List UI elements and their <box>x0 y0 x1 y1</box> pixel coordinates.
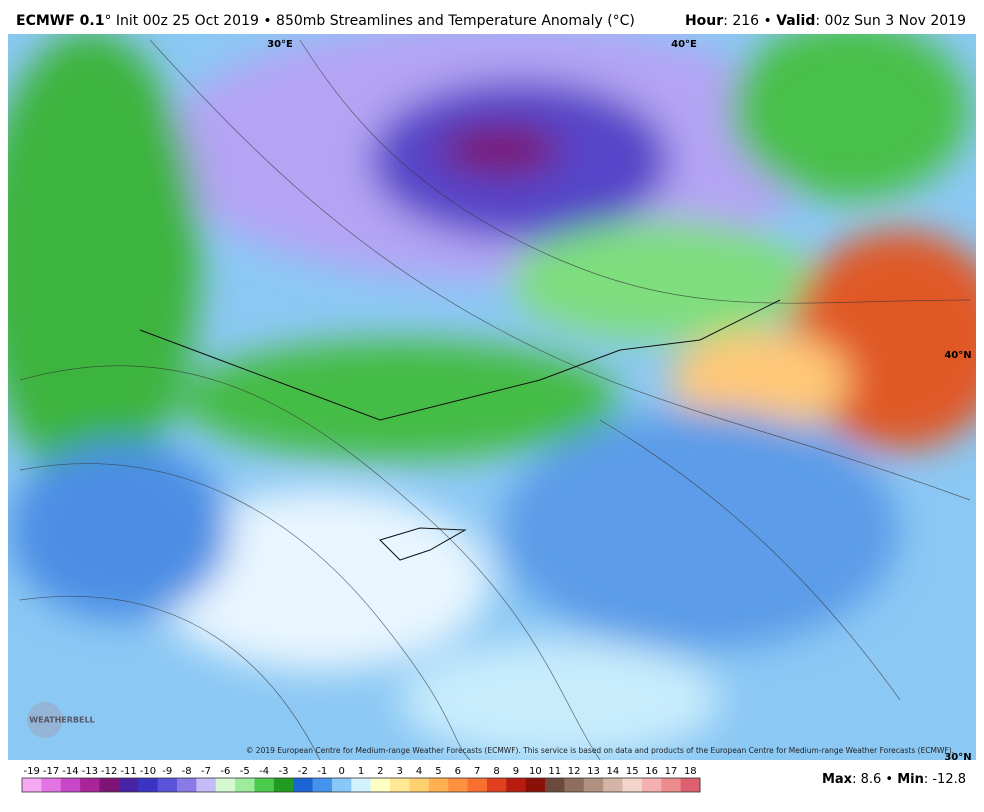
colorbar-label: 10 <box>529 766 542 777</box>
colorbar-label: -3 <box>279 766 289 777</box>
colorbar-swatch <box>409 778 430 792</box>
colorbar-label: 6 <box>455 766 461 777</box>
colorbar-label: -4 <box>259 766 269 777</box>
colorbar-swatch <box>370 778 391 792</box>
text-segment: Valid <box>776 13 815 29</box>
colorbar-label: 4 <box>416 766 422 777</box>
colorbar-swatch <box>312 778 333 792</box>
colorbar-swatch <box>680 778 701 792</box>
colorbar-label: 11 <box>548 766 561 777</box>
colorbar-label: -19 <box>24 766 40 777</box>
text-segment: ECMWF 0.1 <box>16 13 104 29</box>
text-segment: Max <box>822 772 853 787</box>
colorbar-label: -9 <box>162 766 172 777</box>
colorbar-swatch <box>467 778 488 792</box>
colorbar-swatch <box>661 778 682 792</box>
colorbar-swatch <box>390 778 410 792</box>
map <box>8 34 976 760</box>
colorbar: -19 -17 -14 -13 -12 -11 -10 -9 -8 -7 -6 -5 -4 -3 -2 -1 0… <box>21 766 701 793</box>
text-segment: ° Init 00z 25 Oct 2019 • 850mb Streamlin… <box>104 13 634 29</box>
lat-label: 30°N <box>944 752 971 763</box>
colorbar-swatch <box>157 778 178 792</box>
colorbar-swatch <box>99 778 120 792</box>
colorbar-label: 12 <box>568 766 581 777</box>
colorbar-label: 2 <box>377 766 383 777</box>
colorbar-label: -1 <box>317 766 327 777</box>
colorbar-swatch <box>80 778 100 792</box>
colorbar-swatch <box>428 778 449 792</box>
colorbar-swatch <box>603 778 624 792</box>
colorbar-label: -6 <box>220 766 230 777</box>
colorbar-label: -8 <box>182 766 192 777</box>
lat-label: 40°N <box>944 350 971 361</box>
colorbar-swatch <box>622 778 643 792</box>
colorbar-swatch <box>564 778 585 792</box>
colorbar-swatch <box>176 778 197 792</box>
colorbar-border <box>21 777 701 793</box>
colorbar-label: 9 <box>513 766 519 777</box>
colorbar-swatch <box>293 778 314 792</box>
colorbar-swatch <box>486 778 507 792</box>
lon-label: 30°E <box>267 39 293 50</box>
colorbar-swatch <box>41 778 62 792</box>
colorbar-label: 13 <box>587 766 600 777</box>
logo-icon <box>27 702 63 738</box>
colorbar-label: -10 <box>140 766 156 777</box>
colorbar-swatch <box>351 778 372 792</box>
colorbar-label: 17 <box>665 766 678 777</box>
colorbar-label: 5 <box>435 766 441 777</box>
colorbar-label: 18 <box>684 766 697 777</box>
header-right: Hour: 216 • Valid: 00z Sun 3 Nov 2019 <box>685 13 966 29</box>
colorbar-label: -7 <box>201 766 211 777</box>
colorbar-swatch <box>118 778 139 792</box>
colorbar-label: 7 <box>474 766 480 777</box>
colorbar-swatch <box>60 778 81 792</box>
colorbar-label: -11 <box>120 766 136 777</box>
colorbar-swatch <box>583 778 604 792</box>
text-segment: : 00z Sun 3 Nov 2019 <box>815 13 966 29</box>
colorbar-label: 0 <box>338 766 344 777</box>
header-left: ECMWF 0.1° Init 00z 25 Oct 2019 • 850mb … <box>16 13 635 29</box>
colorbar-swatch <box>254 778 275 792</box>
colorbar-label: -2 <box>298 766 308 777</box>
footer-stats: Max: 8.6 • Min: -12.8 <box>822 772 966 787</box>
colorbar-swatch <box>545 778 565 792</box>
text-segment: Hour <box>685 13 723 29</box>
text-segment: : -12.8 <box>924 772 966 787</box>
colorbar-swatch <box>196 778 217 792</box>
text-segment: Min <box>897 772 924 787</box>
colorbar-label: -17 <box>43 766 59 777</box>
colorbar-label: 8 <box>493 766 499 777</box>
colorbar-swatch <box>138 778 159 792</box>
lon-label: 40°E <box>671 39 697 50</box>
copyright: © 2019 European Centre for Medium-range … <box>246 746 954 755</box>
colorbar-swatch <box>506 778 527 792</box>
logo: WEATHERBELL <box>29 716 94 725</box>
colorbar-swatch <box>215 778 236 792</box>
text-segment: : 8.6 • <box>852 772 897 787</box>
colorbar-label: -14 <box>62 766 78 777</box>
colorbar-label: -13 <box>82 766 98 777</box>
colorbar-swatch <box>641 778 662 792</box>
colorbar-label: -5 <box>240 766 250 777</box>
colorbar-swatch <box>331 778 352 792</box>
colorbar-label: 1 <box>358 766 364 777</box>
colorbar-label: -12 <box>101 766 117 777</box>
colorbar-label: 15 <box>626 766 639 777</box>
colorbar-label: 16 <box>645 766 658 777</box>
colorbar-swatch <box>235 778 255 792</box>
colorbar-swatch <box>525 778 546 792</box>
colorbar-swatch <box>448 778 469 792</box>
text-segment: : 216 • <box>723 13 776 29</box>
colorbar-swatch <box>273 778 294 792</box>
colorbar-swatch <box>22 778 42 792</box>
colorbar-label: 3 <box>397 766 403 777</box>
colorbar-label: 14 <box>606 766 619 777</box>
